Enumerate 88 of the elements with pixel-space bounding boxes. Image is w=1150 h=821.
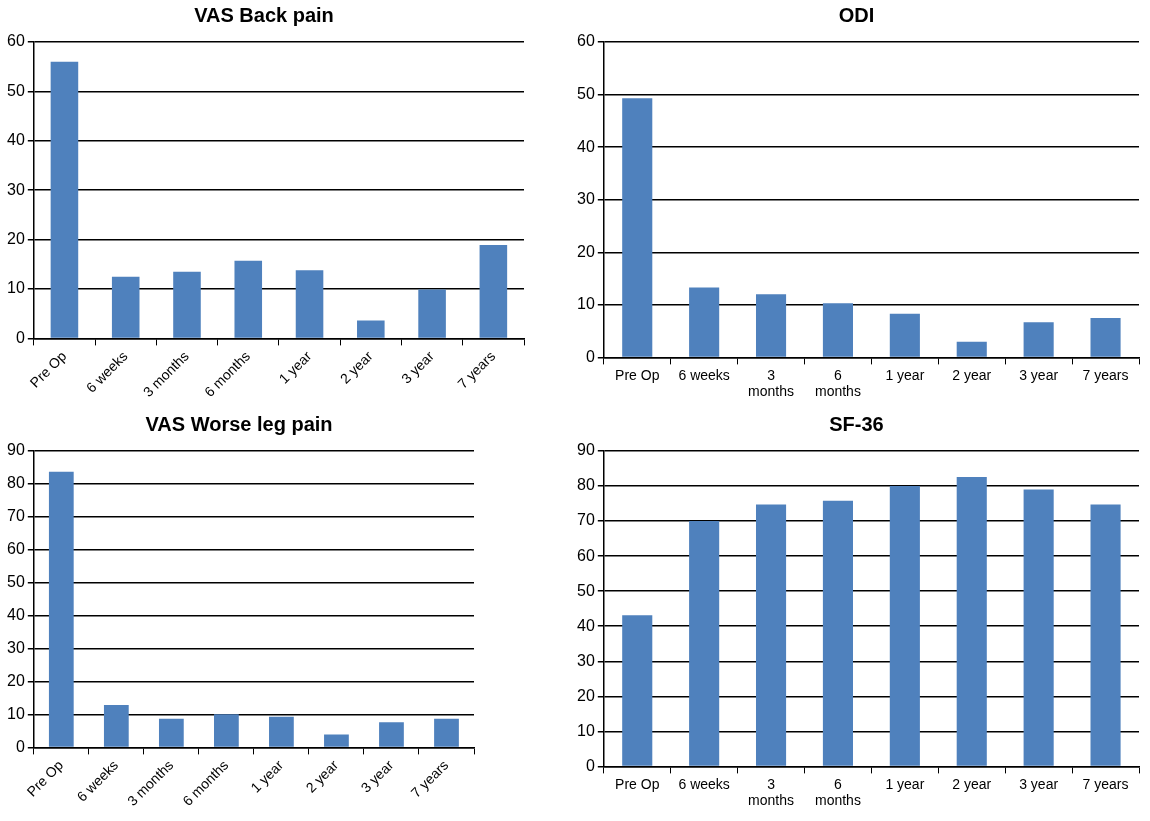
x-tick-label: 2 year	[952, 775, 992, 792]
y-tick-label: 50	[7, 81, 25, 99]
chart-title: VAS Back pain	[194, 3, 334, 26]
y-tick-label: 50	[577, 84, 595, 102]
bar	[234, 260, 263, 338]
y-tick-label: 30	[7, 180, 25, 198]
y-tick-label: 20	[577, 242, 595, 260]
x-tick-label: Pre Op	[23, 756, 67, 800]
y-tick-label: 30	[577, 651, 595, 669]
bar	[111, 276, 140, 338]
bar	[103, 704, 129, 747]
y-tick-label: 0	[15, 737, 25, 755]
y-tick-label: 30	[7, 639, 25, 657]
chart-title: SF-36	[829, 412, 884, 435]
y-tick-label: 50	[7, 573, 25, 591]
y-tick-label: 90	[7, 441, 25, 459]
y-tick-label: 70	[7, 507, 25, 525]
x-tick-label: 7 years	[1082, 775, 1129, 792]
bar	[295, 270, 324, 338]
bar	[1023, 322, 1054, 357]
bar	[158, 718, 184, 747]
x-tick-label: 6 weeks	[678, 775, 730, 792]
y-tick-label: 20	[7, 230, 25, 248]
bar	[269, 716, 294, 747]
y-tick-label: 60	[577, 546, 595, 564]
bar	[434, 718, 459, 747]
x-tick-label: 6 weeks	[678, 366, 730, 383]
y-tick-label: 60	[7, 32, 25, 50]
x-tick-label: Pre Op	[26, 347, 70, 391]
bar	[822, 303, 853, 357]
x-tick-label: 6 months	[814, 366, 861, 400]
bar	[689, 521, 720, 766]
bar	[479, 245, 508, 338]
x-tick-label: 3 year	[1019, 366, 1059, 383]
y-tick-label: 0	[15, 328, 25, 346]
y-tick-label: 10	[577, 295, 595, 313]
x-tick-label: 3 months	[748, 775, 795, 809]
bar	[214, 714, 239, 747]
bar	[1023, 489, 1054, 766]
y-tick-label: 40	[577, 616, 595, 634]
bar	[50, 61, 79, 338]
bar	[622, 615, 653, 766]
y-tick-label: 10	[7, 704, 25, 722]
bar	[756, 504, 787, 766]
y-tick-label: 30	[577, 190, 595, 208]
x-tick-label: 7 years	[1082, 366, 1129, 383]
x-tick-label: 2 year	[952, 366, 992, 383]
y-tick-label: 80	[7, 474, 25, 492]
x-tick-label: 1 year	[885, 775, 925, 792]
bar	[956, 476, 987, 766]
bar	[48, 471, 74, 747]
bar	[956, 341, 987, 357]
y-tick-label: 10	[7, 279, 25, 297]
x-tick-label: 1 year	[885, 366, 925, 383]
chart-title: VAS Worse leg pain	[145, 412, 333, 435]
bar	[173, 271, 201, 338]
bar	[1090, 317, 1121, 357]
y-tick-label: 60	[577, 32, 595, 50]
bar	[379, 722, 404, 747]
y-tick-label: 40	[7, 606, 25, 624]
y-tick-label: 20	[577, 686, 595, 704]
y-tick-label: 60	[7, 540, 25, 558]
y-tick-label: 90	[577, 441, 595, 459]
bar	[418, 289, 446, 338]
bar	[1090, 504, 1121, 766]
bar	[689, 287, 720, 357]
y-tick-label: 0	[585, 347, 595, 365]
y-tick-label: 80	[577, 476, 595, 494]
chart-title: ODI	[838, 3, 875, 26]
y-tick-label: 20	[7, 671, 25, 689]
x-tick-label: 3 months	[748, 366, 795, 400]
y-tick-label: 70	[577, 511, 595, 529]
x-tick-label: Pre Op	[615, 775, 660, 792]
y-tick-label: 40	[7, 131, 25, 149]
bar	[889, 486, 920, 766]
bar	[889, 313, 920, 357]
y-tick-label: 50	[577, 581, 595, 599]
bar	[357, 320, 385, 338]
y-tick-label: 40	[577, 137, 595, 155]
y-tick-label: 10	[577, 721, 595, 739]
x-tick-label: Pre Op	[615, 366, 660, 383]
bar	[324, 734, 349, 747]
y-tick-label: 0	[585, 756, 595, 774]
bar	[622, 98, 653, 357]
bar	[822, 500, 853, 766]
x-tick-label: 6 months	[814, 775, 861, 809]
bar	[756, 294, 787, 357]
x-tick-label: 3 year	[1019, 775, 1059, 792]
